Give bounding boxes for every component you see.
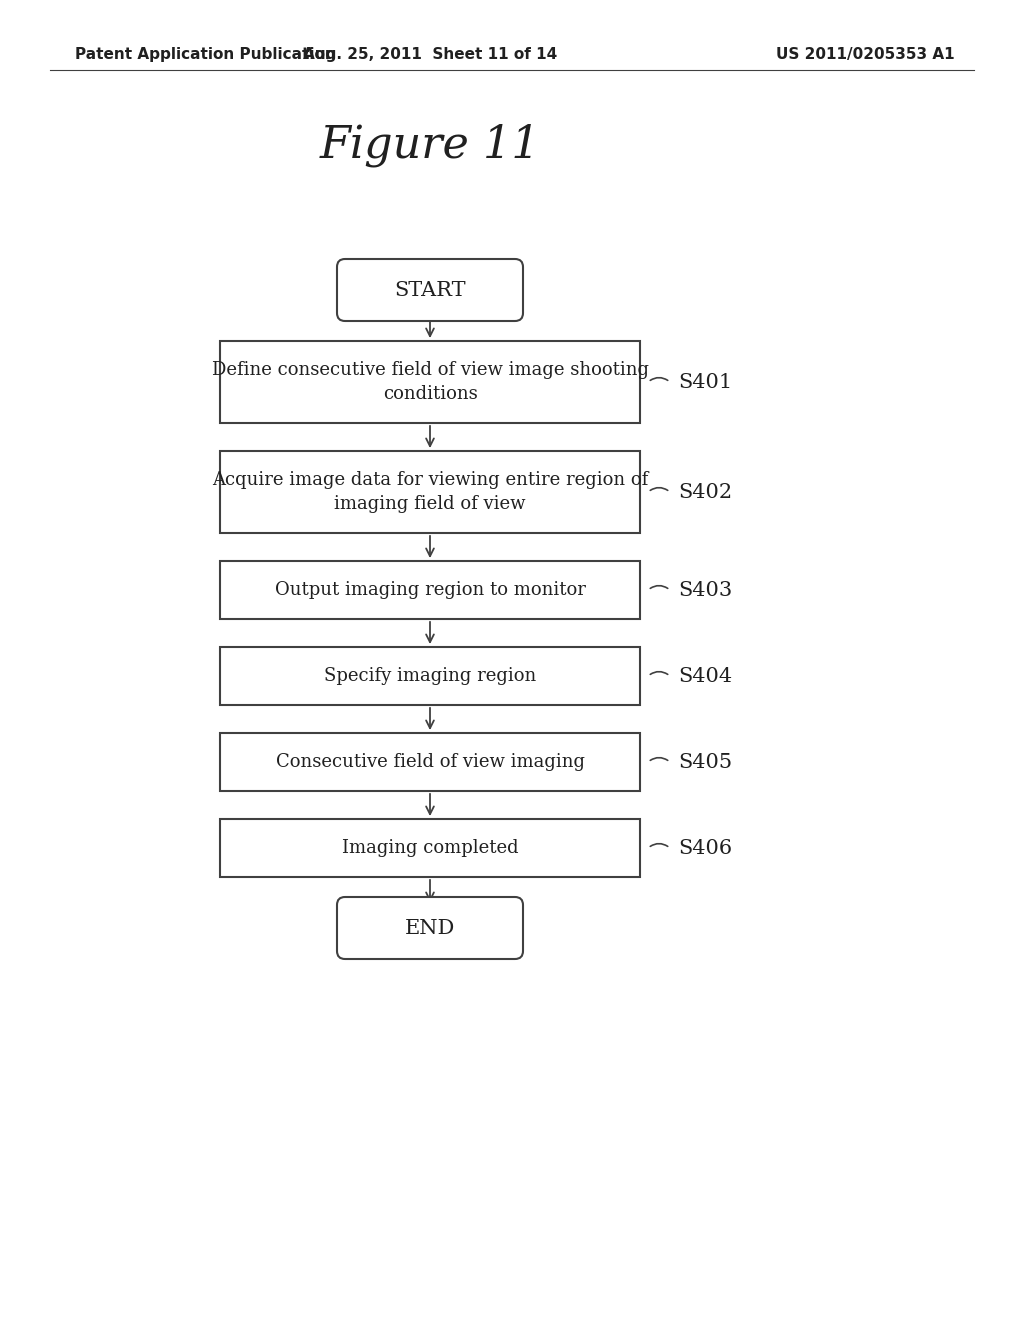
Bar <box>220 341 640 422</box>
Bar <box>220 733 640 791</box>
Text: S405: S405 <box>678 752 732 771</box>
Text: S404: S404 <box>678 667 732 685</box>
Text: S406: S406 <box>678 838 732 858</box>
Text: S403: S403 <box>678 581 732 599</box>
FancyBboxPatch shape <box>337 898 523 960</box>
Text: Aug. 25, 2011  Sheet 11 of 14: Aug. 25, 2011 Sheet 11 of 14 <box>303 48 557 62</box>
Text: END: END <box>404 919 456 937</box>
Text: Patent Application Publication: Patent Application Publication <box>75 48 336 62</box>
Text: Output imaging region to monitor: Output imaging region to monitor <box>274 581 586 599</box>
Text: Acquire image data for viewing entire region of
imaging field of view: Acquire image data for viewing entire re… <box>212 471 648 512</box>
Bar <box>220 647 640 705</box>
Text: Specify imaging region: Specify imaging region <box>324 667 537 685</box>
Text: Imaging completed: Imaging completed <box>342 840 518 857</box>
Text: US 2011/0205353 A1: US 2011/0205353 A1 <box>776 48 955 62</box>
Text: START: START <box>394 281 466 300</box>
Text: S402: S402 <box>678 483 732 502</box>
Bar <box>220 561 640 619</box>
Bar <box>220 818 640 876</box>
Text: S401: S401 <box>678 372 732 392</box>
Text: Define consecutive field of view image shooting
conditions: Define consecutive field of view image s… <box>212 362 648 403</box>
Text: Figure 11: Figure 11 <box>319 123 541 166</box>
Text: Consecutive field of view imaging: Consecutive field of view imaging <box>275 752 585 771</box>
Bar <box>220 451 640 533</box>
FancyBboxPatch shape <box>337 259 523 321</box>
